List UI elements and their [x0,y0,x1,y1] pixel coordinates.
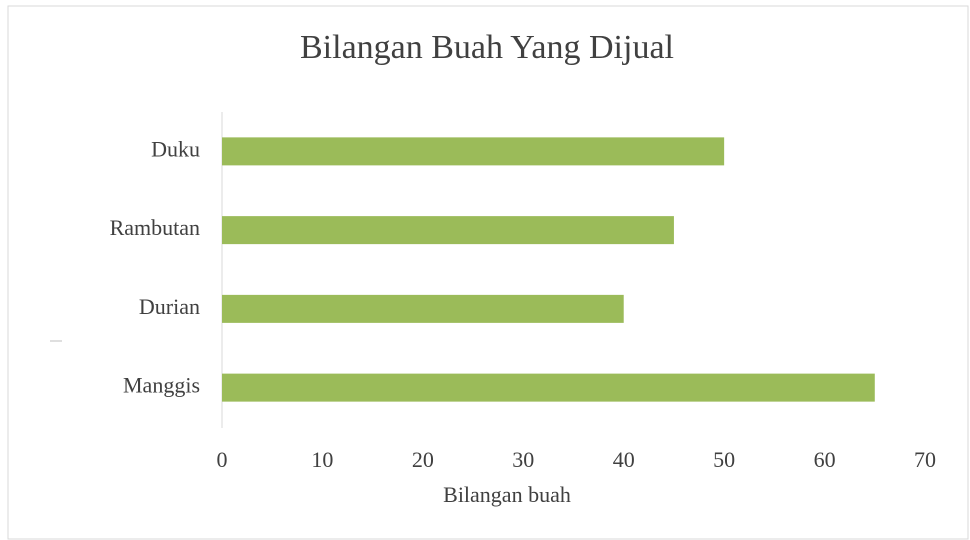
x-tick-label: 50 [713,447,735,472]
y-tick-label: Durian [139,294,200,319]
bar [222,294,624,323]
chart-title: Bilangan Buah Yang Dijual [300,29,674,66]
chart-border [7,5,969,540]
x-tick-label: 60 [814,447,836,472]
bar [222,373,875,402]
x-axis-label: Bilangan buah [443,482,571,507]
x-tick-label: 30 [512,447,534,472]
x-tick-label: 70 [914,447,936,472]
x-tick-label: 40 [613,447,635,472]
y-tick-label: Duku [151,136,200,161]
x-tick-label: 20 [412,447,434,472]
bar [222,216,674,245]
x-tick-label: 10 [311,447,333,472]
y-tick-label: Manggis [123,373,200,398]
bar [222,137,725,166]
x-tick-label: 0 [217,447,228,472]
y-tick-label: Rambutan [110,215,200,240]
